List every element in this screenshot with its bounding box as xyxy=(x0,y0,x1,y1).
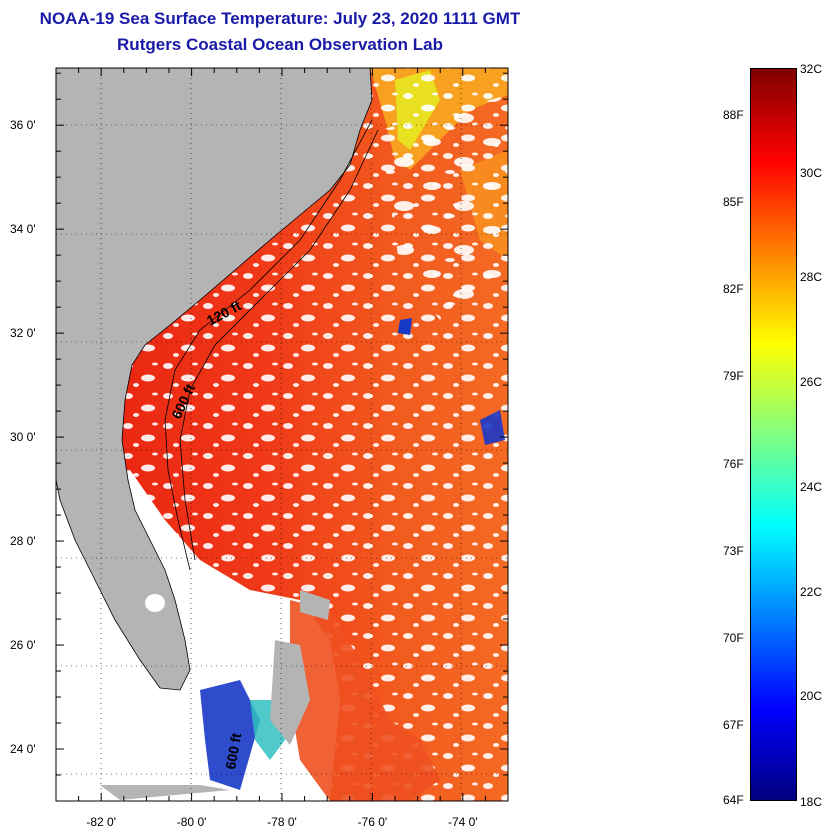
map-title: NOAA-19 Sea Surface Temperature: July 23… xyxy=(39,9,521,28)
fahrenheit-label: 79F xyxy=(723,369,744,384)
map-subtitle: Rutgers Coastal Ocean Observation Lab xyxy=(117,35,443,54)
celsius-label: 24C xyxy=(800,479,823,494)
lat-tick-label: 34 0' xyxy=(10,222,36,236)
florida-keys xyxy=(100,785,230,800)
land-mass xyxy=(56,68,373,691)
fahrenheit-label: 73F xyxy=(723,543,744,558)
map-area xyxy=(56,68,508,801)
graticule xyxy=(56,68,508,801)
lat-tick-label: 36 0' xyxy=(10,118,36,132)
cloud-cover-north xyxy=(380,95,508,320)
fahrenheit-label: 88F xyxy=(723,107,744,122)
celsius-label: 26C xyxy=(800,375,823,390)
lon-tick-label: -78 0' xyxy=(267,815,297,829)
lon-tick-label: -76 0' xyxy=(358,815,388,829)
fahrenheit-label: 64F xyxy=(723,793,744,807)
lat-tick-label: 24 0' xyxy=(10,742,36,756)
lon-tick-label: -74 0' xyxy=(448,815,478,829)
celsius-label: 28C xyxy=(800,270,823,285)
celsius-label: 22C xyxy=(800,584,823,599)
fahrenheit-label: 70F xyxy=(723,631,744,646)
celsius-label: 20C xyxy=(800,689,823,704)
cold-spot xyxy=(398,318,412,335)
fahrenheit-label: 85F xyxy=(723,194,744,209)
lat-tick-label: 28 0' xyxy=(10,534,36,548)
lake-okeechobee xyxy=(145,594,165,612)
lon-tick-label: -80 0' xyxy=(177,815,207,829)
isobath-label-600-south: 600 ft xyxy=(222,731,244,770)
fahrenheit-label: 76F xyxy=(723,456,744,471)
bahamas-waters xyxy=(290,600,440,801)
fahrenheit-label: 67F xyxy=(723,718,744,733)
celsius-label: 18C xyxy=(800,795,823,809)
isobath-120ft xyxy=(164,119,373,571)
lat-tick-label: 32 0' xyxy=(10,326,36,340)
lat-tick-label: 30 0' xyxy=(10,430,36,444)
axis-ticks: 36 0' 34 0' 32 0' 30 0' 28 0' 26 0' 24 0' -82 0… xyxy=(10,68,509,829)
lon-tick-label: -82 0' xyxy=(86,815,116,829)
andros-island xyxy=(270,640,310,745)
cold-patch-east xyxy=(480,410,505,445)
color-scale-bar xyxy=(750,68,797,801)
cold-patch xyxy=(200,680,260,790)
celsius-label: 30C xyxy=(800,165,823,180)
lat-tick-label: 26 0' xyxy=(10,638,36,652)
grand-bahama xyxy=(300,590,330,620)
isobath-600ft xyxy=(179,129,379,561)
celsius-label: 32C xyxy=(800,62,823,76)
fahrenheit-label: 82F xyxy=(723,282,744,297)
